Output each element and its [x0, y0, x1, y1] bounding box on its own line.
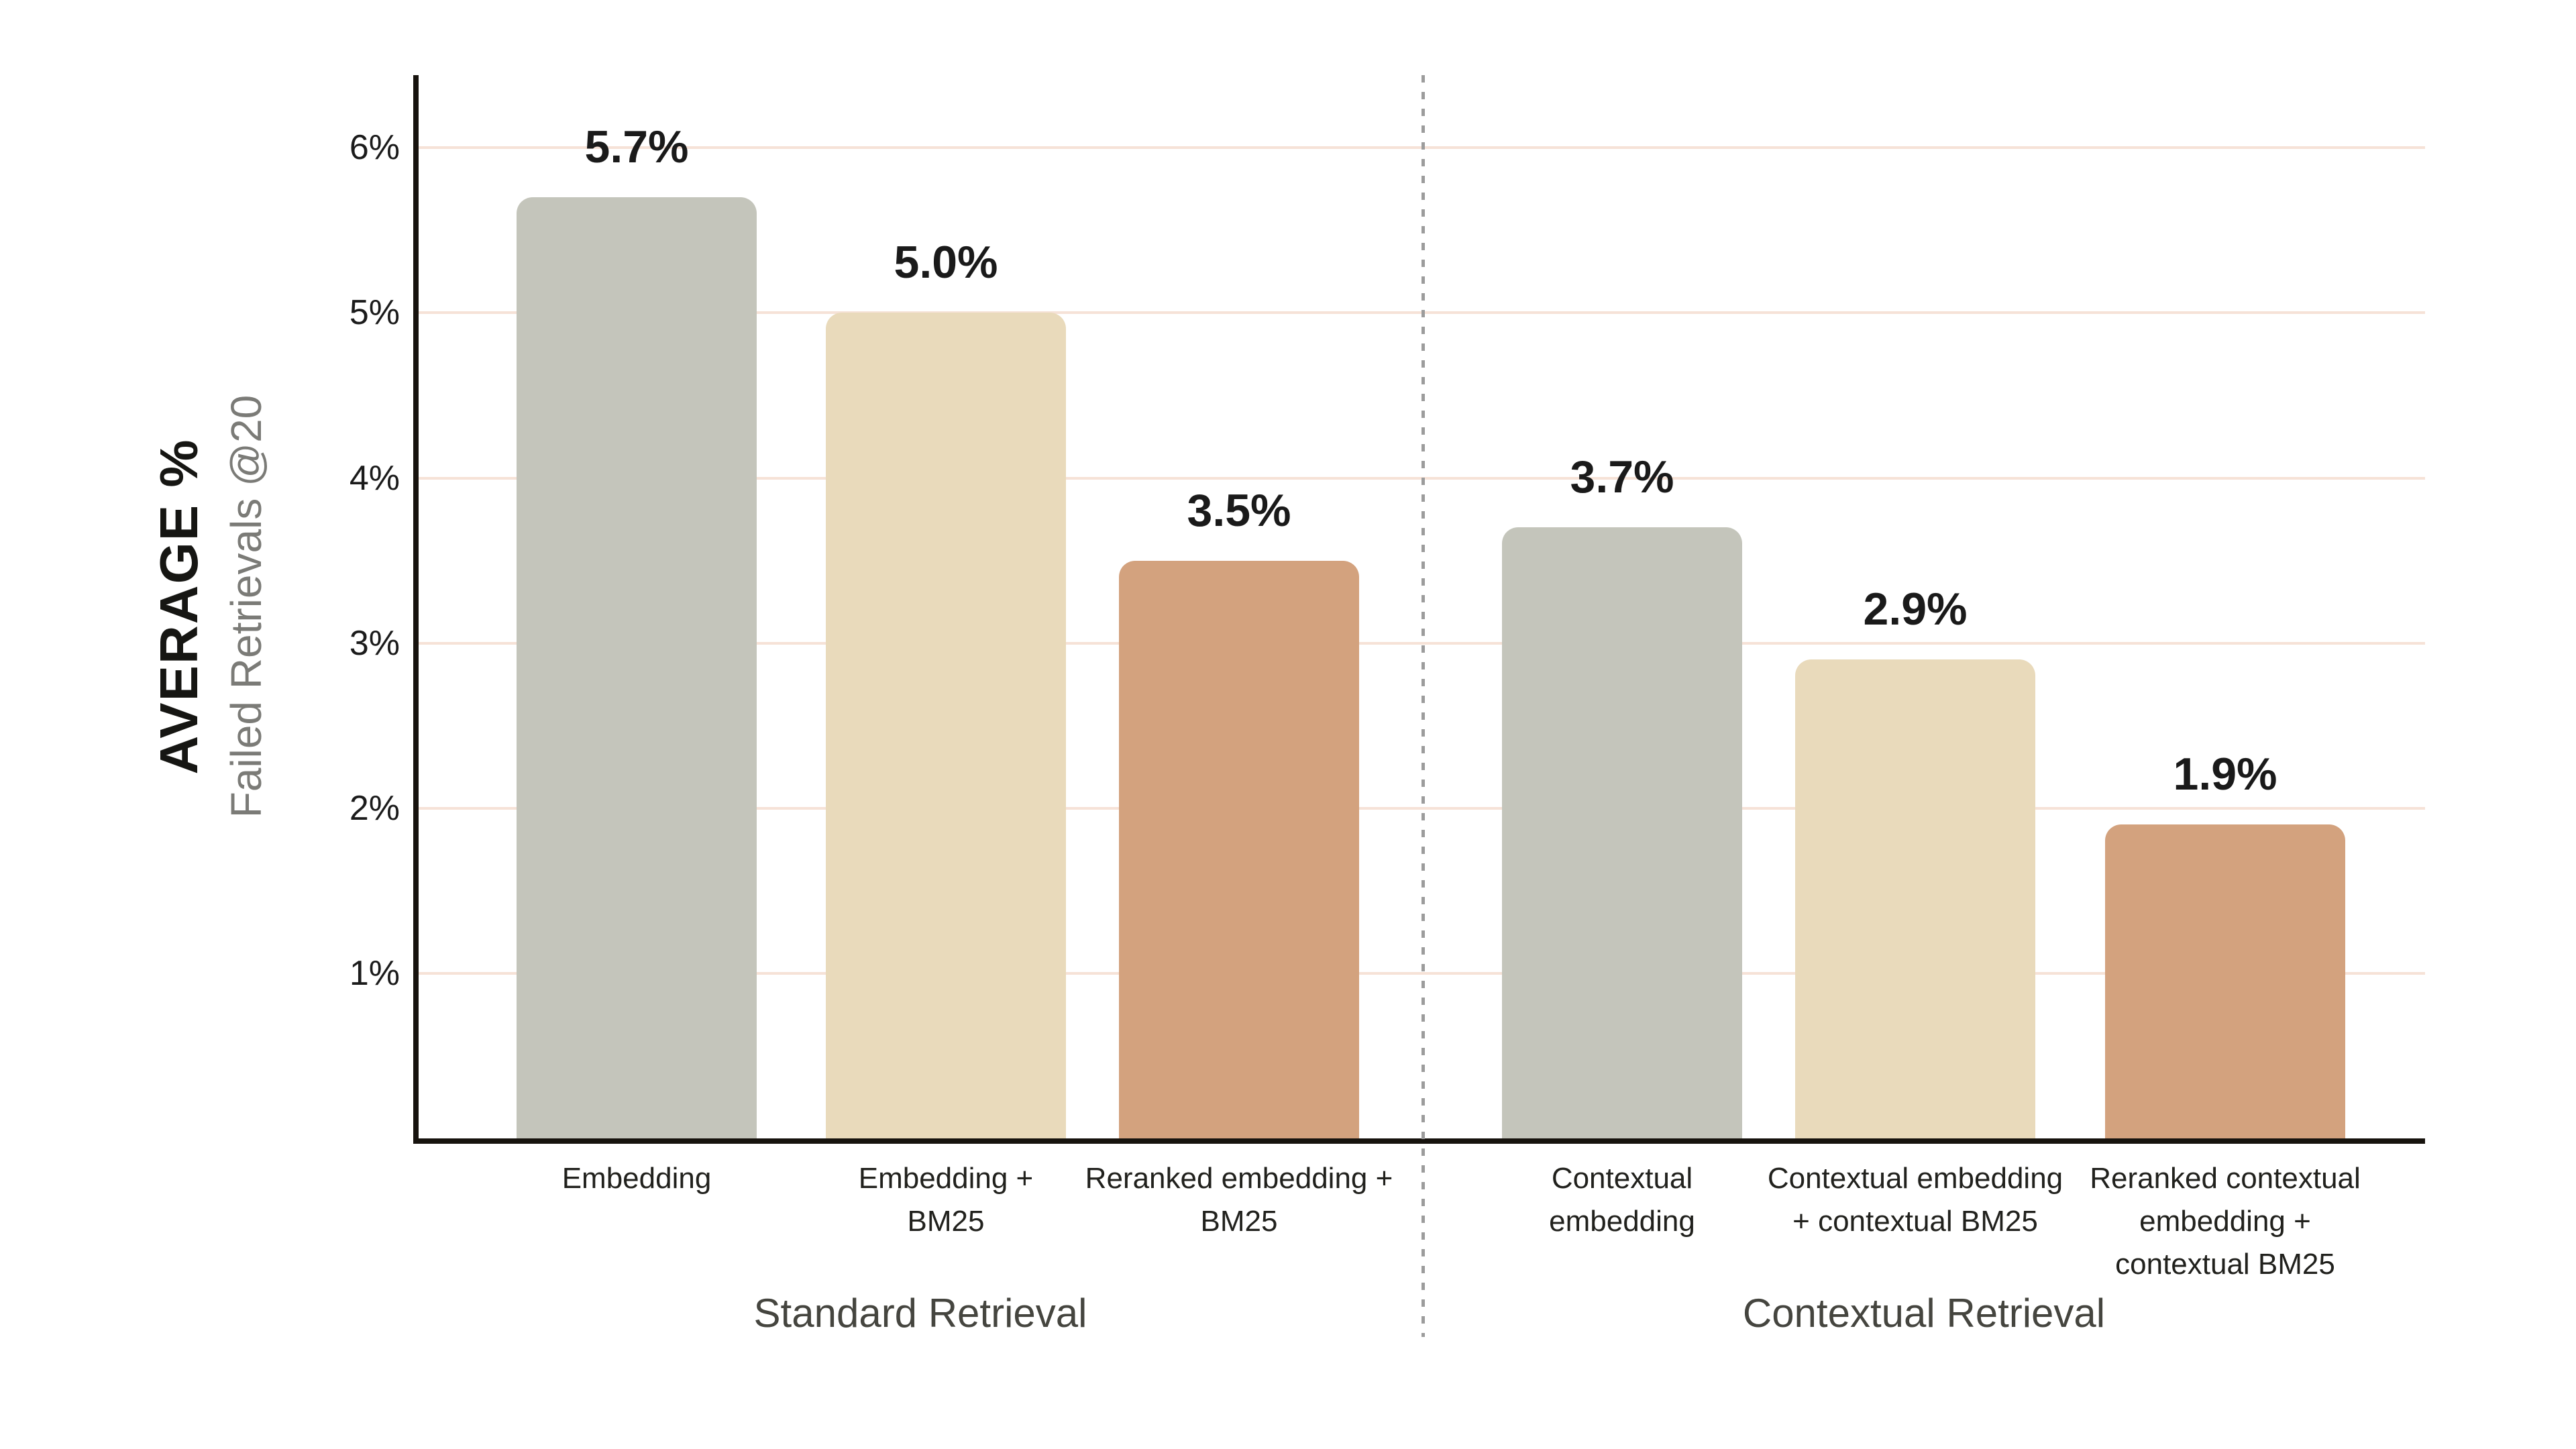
bar-value-label-contextual-embedding-contextual-bm25: 2.9% [1863, 584, 1968, 635]
category-label-line: BM25 [907, 1205, 985, 1238]
category-label-line: Embedding + [858, 1162, 1034, 1195]
category-label-contextual-embedding-contextual-bm25: Contextual embedding + contextual BM25 [1701, 1157, 2130, 1243]
group-label-contextual-retrieval: Contextual Retrieval [1742, 1291, 2106, 1336]
category-label-line: BM25 [1200, 1205, 1278, 1238]
category-label-line: Reranked embedding + [1085, 1162, 1393, 1195]
bar-reranked-embedding-bm25 [1119, 560, 1359, 1138]
category-label-contextual-embedding: Contextual embedding [1407, 1157, 1837, 1243]
bar-value-label-reranked-contextual-embedding-contextual-bm25: 1.9% [2173, 749, 2277, 800]
y-axis-title: AVERAGE % [149, 438, 209, 775]
bar-value-label-embedding-bm25: 5.0% [894, 237, 998, 288]
bar-embedding [517, 197, 757, 1138]
category-label-line: embedding [1549, 1205, 1695, 1238]
y-tick-label-5pct: 5% [349, 293, 400, 333]
y-tick-label-1pct: 1% [349, 953, 400, 993]
y-tick-label-4pct: 4% [349, 458, 400, 498]
group-divider-dashed-line [1421, 75, 1425, 1337]
category-label-line: Reranked contextual [2090, 1162, 2361, 1195]
group-label-standard-retrieval: Standard Retrieval [753, 1291, 1087, 1336]
bar-value-label-contextual-embedding: 3.7% [1570, 451, 1674, 503]
category-label-embedding: Embedding [422, 1157, 851, 1200]
x-axis-line [413, 1138, 2425, 1144]
y-tick-label-6pct: 6% [349, 128, 400, 168]
bar-contextual-embedding [1502, 527, 1742, 1138]
y-tick-label-3pct: 3% [349, 623, 400, 663]
category-label-line: embedding + [2139, 1205, 2311, 1238]
bar-contextual-embedding-contextual-bm25 [1795, 659, 2035, 1138]
bar-embedding-bm25 [826, 313, 1066, 1138]
category-label-line: contextual BM25 [2115, 1248, 2335, 1281]
bar-value-label-reranked-embedding-bm25: 3.5% [1187, 484, 1291, 536]
y-axis-line [413, 75, 419, 1144]
category-label-line: Contextual [1551, 1162, 1693, 1195]
category-label-reranked-contextual-embedding-contextual-bm25: Reranked contextual embedding + contextual… [2010, 1157, 2440, 1286]
category-label-reranked-embedding-bm25: Reranked embedding + BM25 [1024, 1157, 1454, 1243]
bar-value-label-embedding: 5.7% [584, 121, 689, 173]
category-label-embedding-bm25: Embedding + BM25 [731, 1157, 1161, 1243]
category-label-line: + contextual BM25 [1792, 1205, 2038, 1238]
y-tick-label-2pct: 2% [349, 788, 400, 828]
category-label-line: Contextual embedding [1767, 1162, 2063, 1195]
plot-area: 5.7% 5.0% 3.5% 3.7% 2.9% 1.9% [419, 75, 2425, 1138]
category-label-line: Embedding [561, 1162, 712, 1195]
bar-reranked-contextual-embedding-contextual-bm25 [2105, 824, 2345, 1138]
